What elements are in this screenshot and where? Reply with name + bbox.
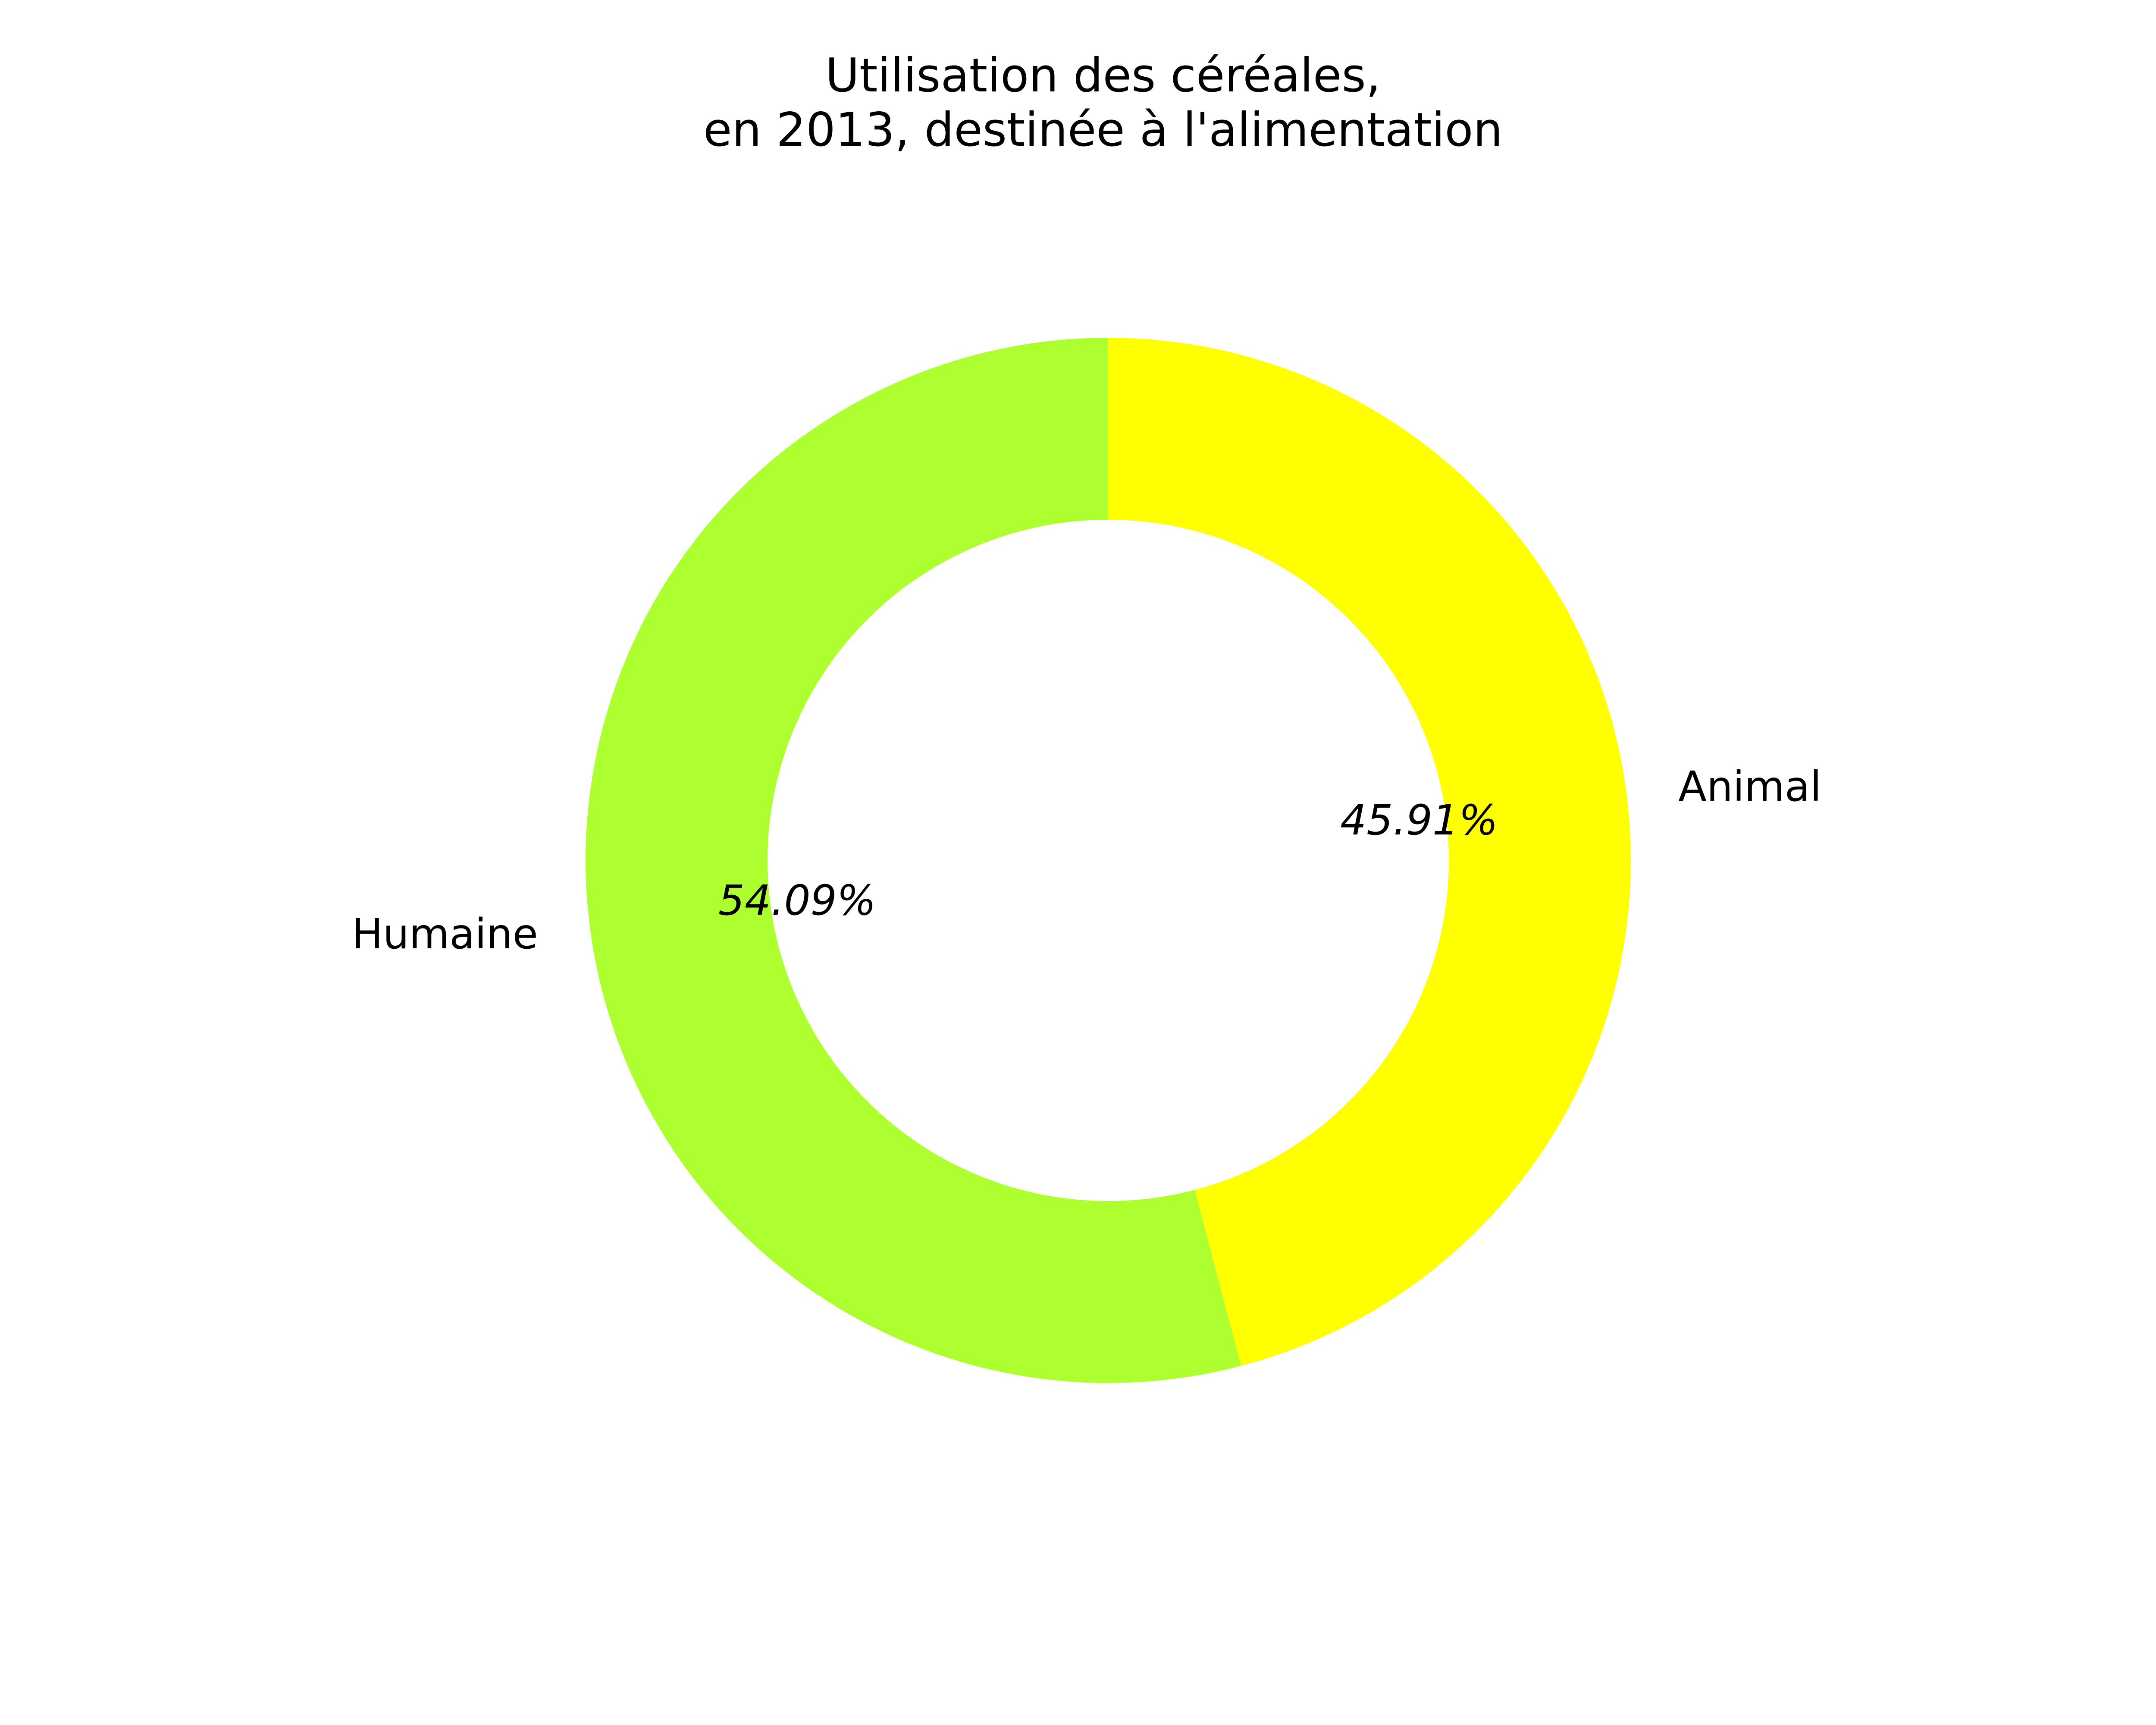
donut-slice-animal	[1108, 338, 1631, 1366]
slice-label-animal: Animal	[1678, 762, 1821, 811]
slice-percent-humaine: 54.09%	[718, 876, 876, 925]
donut-slice-humaine	[586, 338, 1241, 1383]
chart-title-line-2: en 2013, destinée à l'alimentation	[703, 103, 1503, 157]
slice-percent-animal: 45.91%	[1340, 796, 1498, 844]
donut-slices	[586, 338, 1631, 1383]
donut-labels: Animal 45.91% Humaine 54.09%	[352, 762, 1822, 958]
slice-label-humaine: Humaine	[352, 910, 538, 958]
chart-title-line-1: Utilisation des céréales,	[825, 49, 1381, 103]
